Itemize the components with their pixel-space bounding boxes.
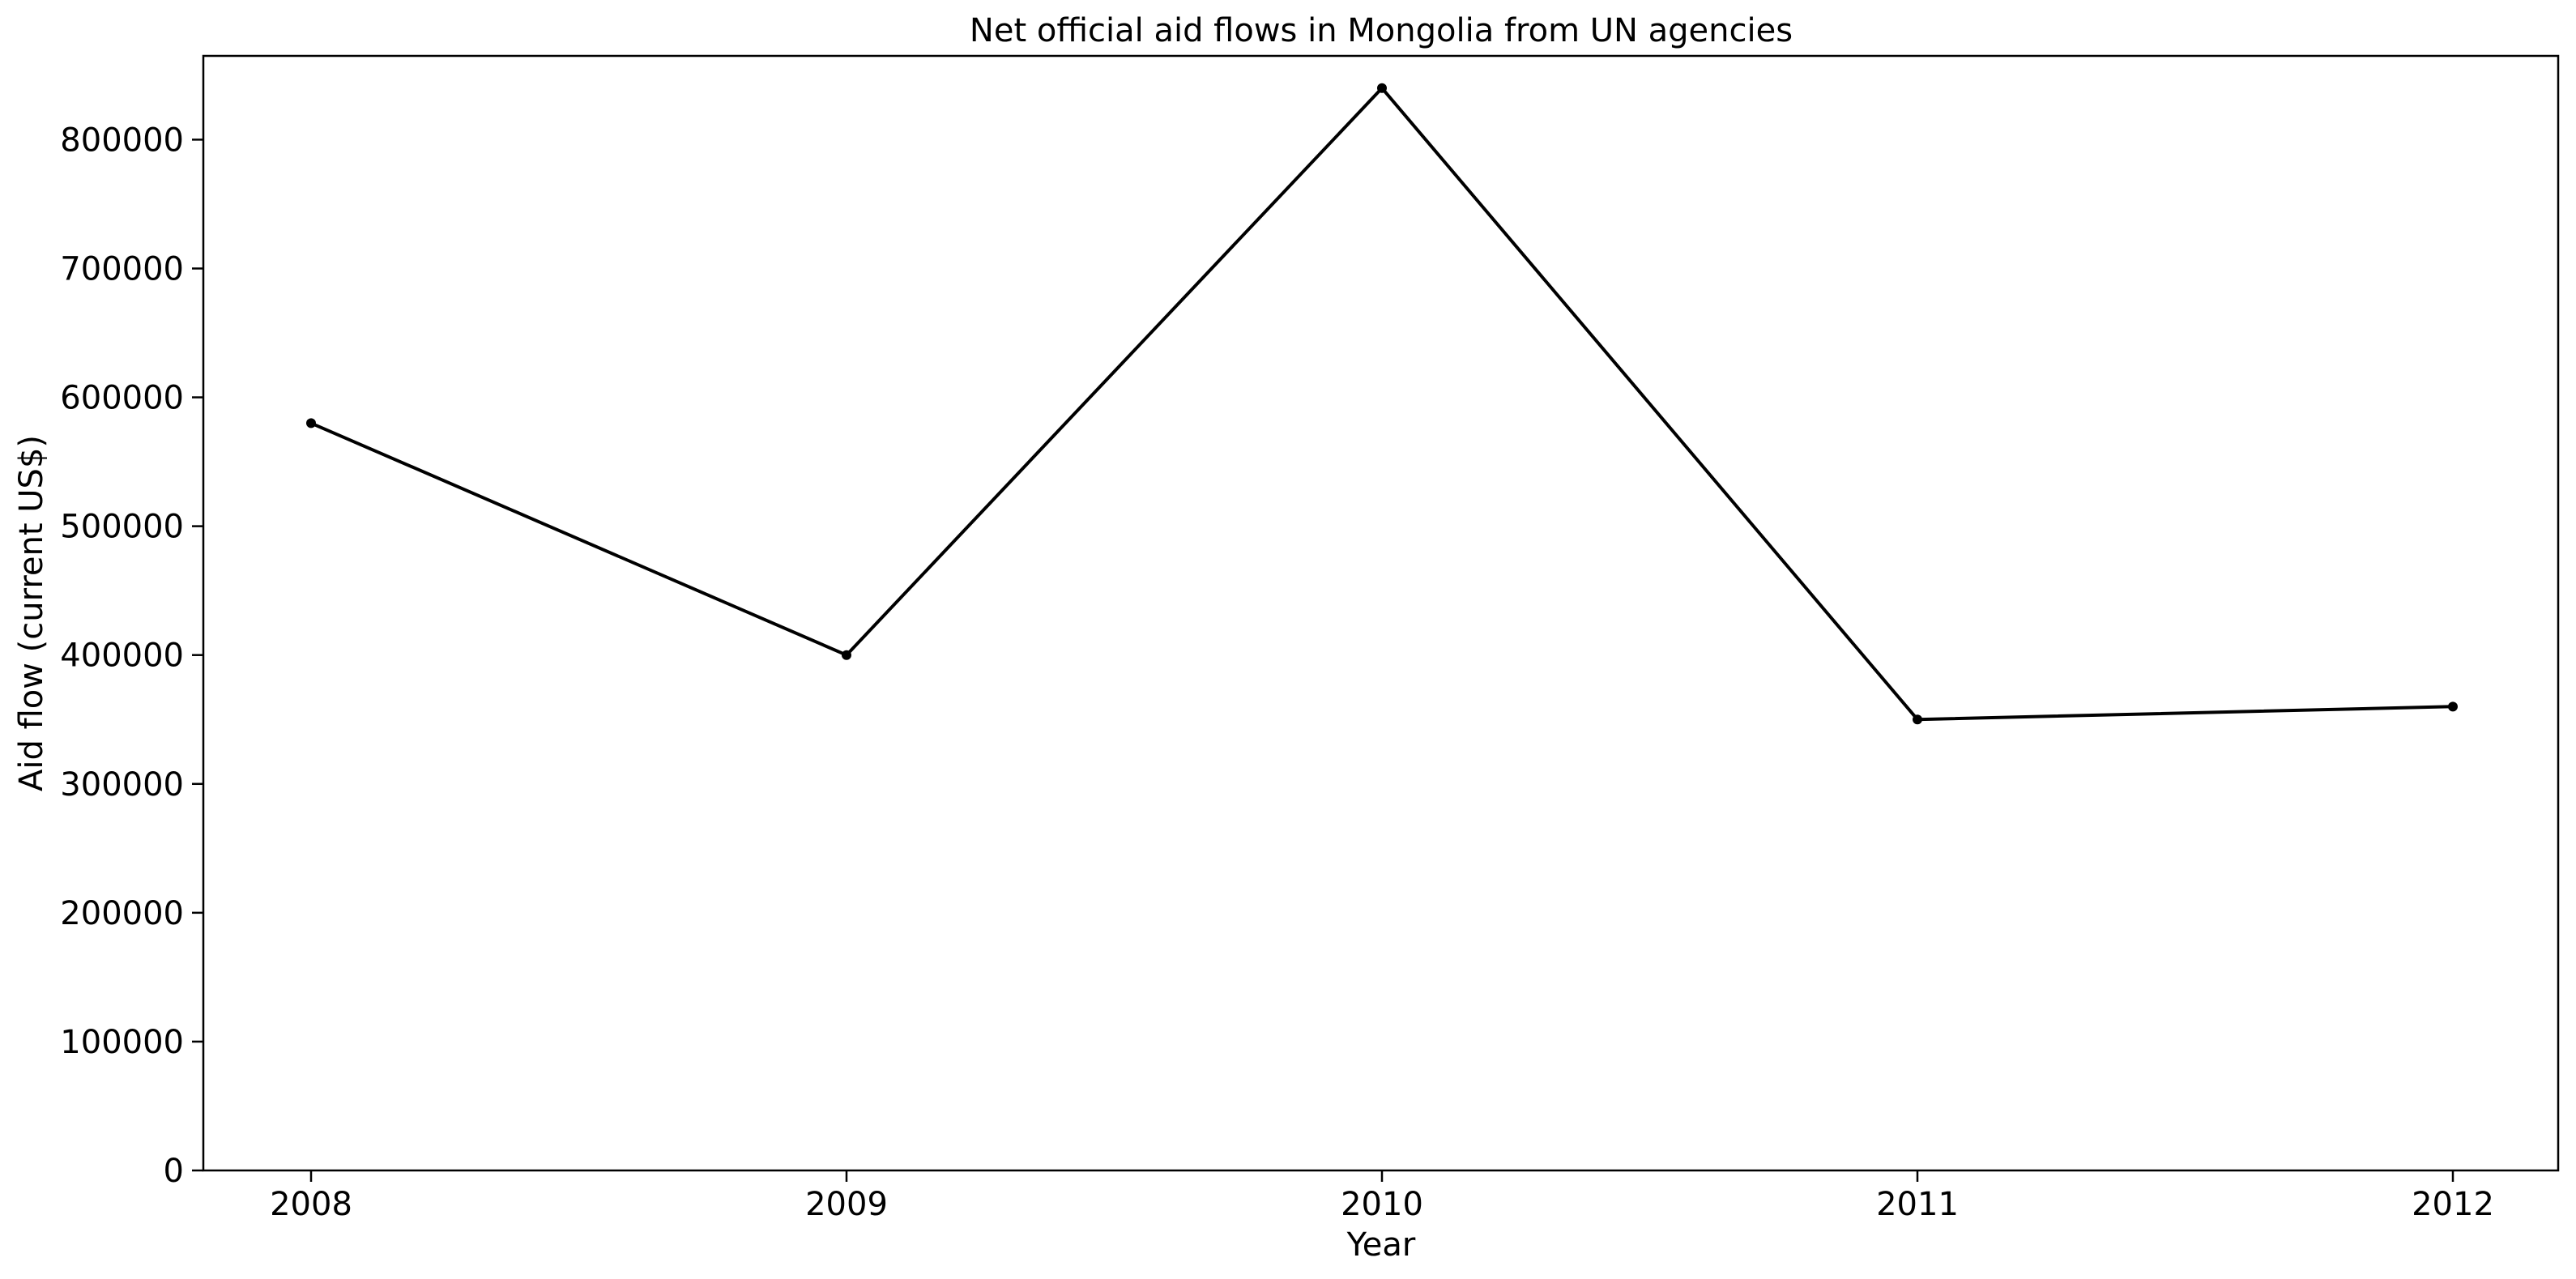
x-axis: 2008 2009 2010 2011 2012 bbox=[270, 1170, 2494, 1223]
data-point bbox=[842, 650, 851, 660]
y-axis-label: Aid flow (current US$) bbox=[13, 435, 50, 791]
y-tick-label: 100000 bbox=[60, 1024, 184, 1061]
y-tick-label: 600000 bbox=[60, 380, 184, 417]
x-tick-label: 2008 bbox=[270, 1186, 352, 1223]
x-tick-label: 2011 bbox=[1876, 1186, 1959, 1223]
data-point bbox=[2448, 701, 2458, 712]
x-tick-label: 2010 bbox=[1341, 1186, 1423, 1223]
plot-frame bbox=[202, 54, 2560, 1172]
series-markers bbox=[306, 83, 2458, 725]
y-tick-label: 300000 bbox=[60, 766, 184, 804]
x-axis-label: Year bbox=[1346, 1226, 1416, 1264]
x-tick-label: 2012 bbox=[2412, 1186, 2494, 1223]
data-point bbox=[1377, 83, 1387, 93]
data-point bbox=[306, 418, 316, 428]
y-tick-label: 0 bbox=[164, 1153, 184, 1190]
y-tick-label: 700000 bbox=[60, 250, 184, 288]
y-tick-label: 500000 bbox=[60, 509, 184, 546]
y-axis: 0 100000 200000 300000 400000 500000 600000 700… bbox=[60, 122, 203, 1190]
y-tick-label: 200000 bbox=[60, 895, 184, 932]
data-point bbox=[1913, 714, 1922, 725]
y-tick-label: 400000 bbox=[60, 637, 184, 675]
chart-title: Net official aid flows in Mongolia from … bbox=[970, 12, 1793, 49]
y-tick-label: 800000 bbox=[60, 122, 184, 159]
x-tick-label: 2009 bbox=[805, 1186, 888, 1223]
